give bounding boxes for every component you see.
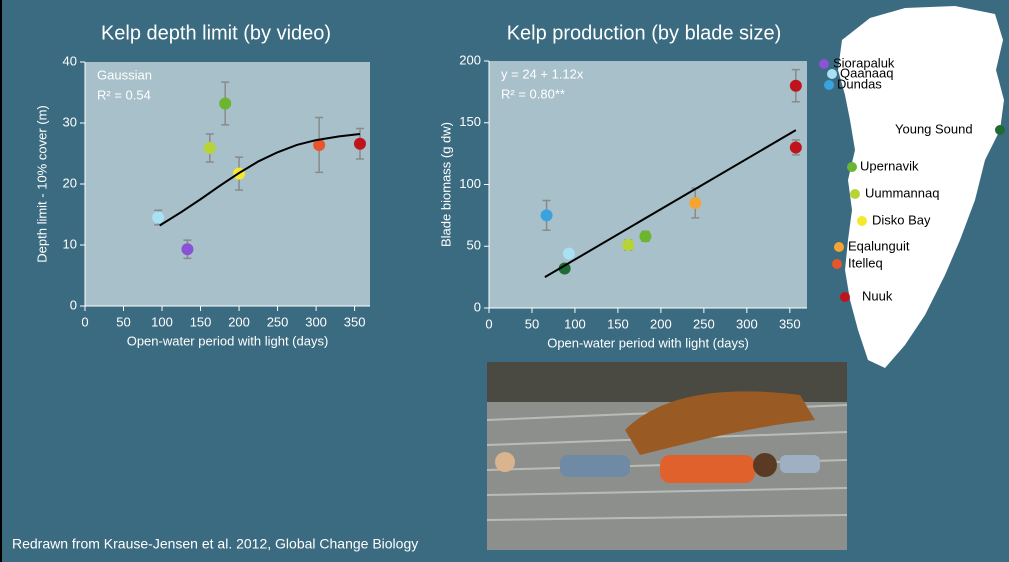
site-marker <box>995 125 1005 135</box>
y-axis-label: Blade biomass (g dw) <box>438 122 453 247</box>
site-marker <box>832 259 842 269</box>
x-tick-label: 50 <box>116 314 130 329</box>
site-label: Uummannaq <box>865 185 939 200</box>
x-tick-label: 350 <box>344 314 366 329</box>
site-marker <box>840 292 850 302</box>
point <box>353 137 366 150</box>
site-label: Itelleq <box>848 255 883 270</box>
y-tick-label: 0 <box>70 297 77 312</box>
site-marker <box>819 59 829 69</box>
x-tick-label: 200 <box>650 316 672 331</box>
site-label: Upernavik <box>860 158 919 173</box>
x-tick-label: 300 <box>305 314 327 329</box>
x-tick-label: 200 <box>228 314 250 329</box>
site-label: Nuuk <box>862 288 893 303</box>
caption: Redrawn from Krause-Jensen et al. 2012, … <box>12 536 418 552</box>
point <box>203 142 216 155</box>
point <box>789 141 802 154</box>
point <box>313 138 326 151</box>
x-tick-label: 250 <box>693 316 715 331</box>
chart: Kelp production (by blade size) 0 50 100 150… <box>438 22 807 350</box>
y-tick-label: 100 <box>459 176 481 191</box>
y-tick-label: 40 <box>63 53 77 68</box>
y-tick-label: 20 <box>63 175 77 190</box>
point <box>622 239 635 252</box>
x-axis-label: Open-water period with light (days) <box>127 333 329 348</box>
point <box>558 262 571 275</box>
point <box>181 243 194 256</box>
annotation: R² = 0.80** <box>501 86 565 101</box>
site-marker <box>834 242 844 252</box>
x-tick-label: 0 <box>81 314 88 329</box>
site-marker <box>827 69 837 79</box>
x-tick-label: 350 <box>779 316 801 331</box>
site-label: Dundas <box>837 76 882 91</box>
x-tick-label: 0 <box>485 316 492 331</box>
site-label: Siorapaluk <box>833 55 895 70</box>
point <box>540 209 553 222</box>
point <box>219 97 232 110</box>
x-tick-label: 150 <box>607 316 629 331</box>
site-label: Eqalunguit <box>848 238 910 253</box>
x-tick-label: 300 <box>736 316 758 331</box>
x-tick-label: 100 <box>151 314 173 329</box>
site-marker <box>824 80 834 90</box>
greenland-map <box>838 6 1004 368</box>
y-tick-label: 150 <box>459 114 481 129</box>
site-label: Qaanaaq <box>840 65 894 80</box>
annotation: R² = 0.54 <box>97 87 151 102</box>
site-label: Young Sound <box>895 121 973 136</box>
y-tick-label: 10 <box>63 236 77 251</box>
y-tick-label: 30 <box>63 114 77 129</box>
chart-title: Kelp depth limit (by video) <box>101 22 331 44</box>
site-label: Disko Bay <box>872 212 931 227</box>
chart: Kelp depth limit (by video) 0 10 20 30 40 0 50 1… <box>34 22 370 348</box>
x-tick-label: 100 <box>564 316 586 331</box>
x-tick-label: 250 <box>267 314 289 329</box>
site-marker <box>847 162 857 172</box>
site-marker <box>857 216 867 226</box>
point <box>689 197 702 210</box>
annotation: Gaussian <box>97 67 152 82</box>
y-tick-label: 200 <box>459 52 481 67</box>
point <box>562 247 575 260</box>
y-tick-label: 50 <box>467 238 481 253</box>
point <box>152 211 165 224</box>
x-tick-label: 150 <box>190 314 212 329</box>
x-tick-label: 50 <box>525 316 539 331</box>
fit-line <box>544 129 797 278</box>
annotation: y = 24 + 1.12x <box>501 66 584 81</box>
photo <box>486 362 848 550</box>
fit-line <box>159 132 361 227</box>
plot-area <box>489 61 807 308</box>
y-tick-label: 0 <box>474 299 481 314</box>
x-axis-label: Open-water period with light (days) <box>547 335 749 350</box>
point <box>789 79 802 92</box>
point <box>639 230 652 243</box>
chart-title: Kelp production (by blade size) <box>507 22 782 44</box>
site-marker <box>850 189 860 199</box>
y-axis-label: Depth limit - 10% cover (m) <box>34 105 49 262</box>
